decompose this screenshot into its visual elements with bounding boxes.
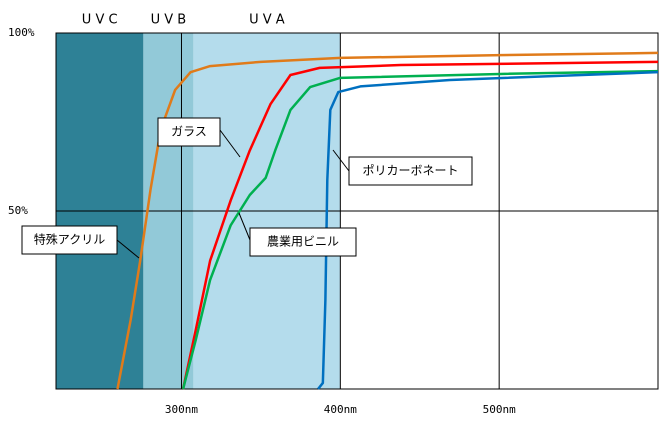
y-tick-label: 50% <box>8 204 28 217</box>
y-tick-label: 100% <box>8 26 35 39</box>
x-tick-label: 300nm <box>165 403 198 416</box>
series-line <box>116 51 659 390</box>
callout-box <box>157 117 221 147</box>
legend-label: ガラス <box>171 125 207 139</box>
callout-box <box>249 227 357 257</box>
leader-line <box>219 129 241 158</box>
callout-box <box>348 156 473 186</box>
band-label: U V B <box>151 13 187 28</box>
series-line <box>317 70 659 390</box>
callout-box <box>21 225 118 255</box>
legend-label: 農業用ビニル <box>267 235 339 249</box>
leader-line <box>332 149 350 172</box>
x-tick-label: 500nm <box>483 403 516 416</box>
legend-label: ポリカーボネート <box>362 164 458 178</box>
legend-label: 特殊アクリル <box>34 232 105 247</box>
band-label: U V C <box>82 13 118 28</box>
leader-line <box>116 239 140 259</box>
band-label: U V A <box>249 13 285 28</box>
leader-line <box>238 212 251 241</box>
series-line <box>181 69 659 390</box>
series-line <box>181 60 659 390</box>
x-tick-label: 400nm <box>324 403 357 416</box>
